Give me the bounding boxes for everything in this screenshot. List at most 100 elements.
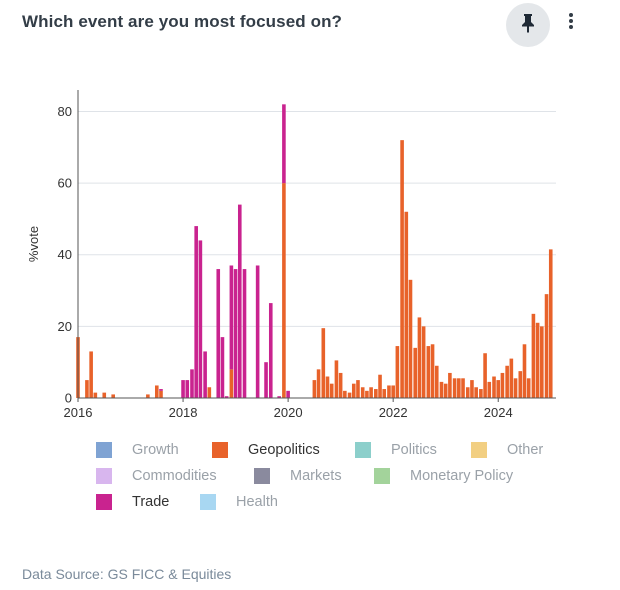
bar-trade <box>233 269 238 398</box>
bar-geopolitics <box>434 365 439 398</box>
bar-geopolitics <box>378 374 382 398</box>
bar-trade <box>203 351 207 398</box>
legend-item-growth[interactable]: Growth <box>96 442 212 458</box>
gridlines <box>78 110 556 327</box>
legend-item-geopolitics[interactable]: Geopolitics <box>212 442 355 458</box>
bar-trade <box>255 265 260 398</box>
legend-item-other[interactable]: Other <box>471 442 543 458</box>
bar-trade <box>190 369 194 398</box>
bar-geopolitics <box>207 387 212 398</box>
legend-row: Trade Health <box>96 489 566 515</box>
bar-trade <box>216 269 221 398</box>
bar-geopolitics <box>496 380 501 398</box>
legend-row: Commodities Markets Monetary Policy <box>96 463 566 489</box>
x-tick-label: 2024 <box>484 405 513 420</box>
legend-label: Geopolitics <box>248 442 320 458</box>
bar-geopolitics <box>457 378 461 398</box>
bar-geopolitics <box>443 383 448 398</box>
bar-geopolitics <box>448 372 452 398</box>
bar-geopolitics <box>382 389 387 398</box>
legend-item-monetary-policy[interactable]: Monetary Policy <box>374 468 513 484</box>
legend-item-commodities[interactable]: Commodities <box>96 468 254 484</box>
bar-geopolitics <box>329 383 334 398</box>
legend-swatch <box>212 442 228 458</box>
y-tick-label: 20 <box>58 319 72 334</box>
legend-swatch <box>254 468 270 484</box>
legend-swatch <box>96 494 112 510</box>
x-tick-label: 2018 <box>169 405 198 420</box>
bar-geopolitics <box>540 326 544 398</box>
legend-label: Other <box>507 442 544 458</box>
chart-legend: Growth Geopolitics Politics Other Commod… <box>96 437 566 515</box>
bar-geopolitics <box>535 322 540 398</box>
bar-trade <box>224 396 229 398</box>
bar-geopolitics <box>487 381 492 398</box>
legend-label: Health <box>236 494 278 510</box>
bar-geopolitics <box>312 380 317 398</box>
data-source-note: Data Source: GS FICC & Equities <box>22 566 232 582</box>
bar-trade <box>264 362 268 398</box>
bar-trade <box>220 337 225 398</box>
legend-item-trade[interactable]: Trade <box>96 494 200 510</box>
bar-geopolitics <box>474 387 478 398</box>
bar-geopolitics <box>369 387 373 398</box>
legend-item-markets[interactable]: Markets <box>254 468 374 484</box>
bar-trade <box>181 380 185 398</box>
bar-geopolitics <box>395 346 400 398</box>
legend-label: Monetary Policy <box>410 468 514 484</box>
bar-geopolitics <box>544 294 549 398</box>
vertical-ellipsis-icon <box>568 12 574 35</box>
bar-geopolitics <box>229 369 234 398</box>
bar-geopolitics <box>374 389 378 398</box>
legend-label: Commodities <box>132 468 217 484</box>
bar-trade <box>277 396 281 398</box>
bar-geopolitics <box>154 385 159 398</box>
bar-geopolitics <box>282 183 286 398</box>
legend-swatch <box>355 442 371 458</box>
bar-geopolitics <box>146 394 150 398</box>
bar-geopolitics <box>421 326 426 398</box>
bar-geopolitics <box>452 378 457 398</box>
bar-geopolitics <box>505 365 509 398</box>
bar-geopolitics <box>509 358 514 398</box>
bar-geopolitics <box>513 378 518 398</box>
legend-item-politics[interactable]: Politics <box>355 442 471 458</box>
bar-geopolitics <box>526 378 531 398</box>
legend-label: Markets <box>290 468 342 484</box>
bar-geopolitics <box>334 360 339 398</box>
y-tick-label: 80 <box>58 104 72 119</box>
legend-item-health[interactable]: Health <box>200 494 278 510</box>
bar-geopolitics <box>531 313 536 398</box>
legend-label: Trade <box>132 494 170 510</box>
bar-geopolitics <box>325 376 330 398</box>
bar-geopolitics <box>413 347 418 398</box>
x-tick-label: 2020 <box>274 405 303 420</box>
pin-button[interactable] <box>506 3 550 47</box>
bar-trade <box>286 390 290 398</box>
bar-geopolitics <box>404 211 409 398</box>
bar-geopolitics <box>102 392 107 398</box>
bar-geopolitics <box>483 353 487 398</box>
bar-geopolitics <box>321 328 326 398</box>
y-tick-label: 60 <box>58 176 72 191</box>
legend-swatch <box>471 442 487 458</box>
legend-swatch <box>96 442 112 458</box>
bar-trade <box>242 269 247 398</box>
bar-geopolitics <box>365 390 369 398</box>
bar-trade <box>229 265 234 370</box>
bar-trade <box>237 204 242 398</box>
bar-geopolitics <box>159 390 163 398</box>
legend-swatch <box>96 468 112 484</box>
bar-geopolitics <box>465 387 470 398</box>
bar-geopolitics <box>522 344 527 398</box>
bar-geopolitics <box>85 380 89 398</box>
bar-geopolitics <box>93 392 98 398</box>
bar-geopolitics <box>470 380 474 398</box>
bar-geopolitics <box>518 371 523 398</box>
legend-row: Growth Geopolitics Politics Other <box>96 437 566 463</box>
bar-geopolitics <box>343 390 347 398</box>
more-options-button[interactable] <box>561 9 581 37</box>
bar-geopolitics <box>111 394 115 398</box>
bar-geopolitics <box>439 381 444 398</box>
legend-swatch <box>200 494 216 510</box>
